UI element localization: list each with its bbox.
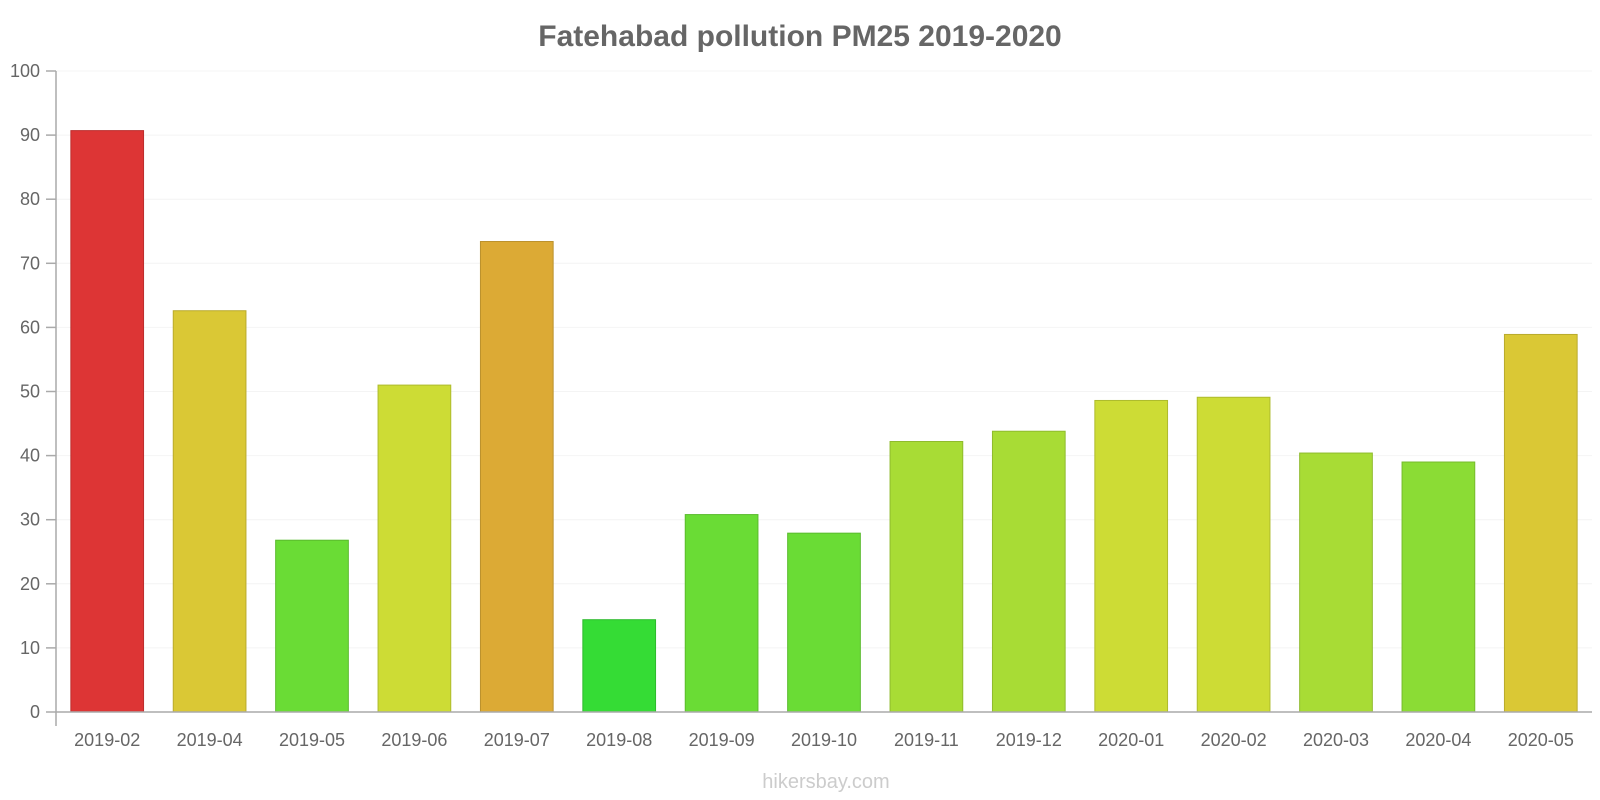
x-tick-label: 2019-05	[279, 730, 345, 750]
x-tick-label: 2019-02	[74, 730, 140, 750]
bar-2019-02[interactable]	[70, 130, 145, 713]
x-tick-label: 2020-05	[1508, 730, 1574, 750]
x-tick-label: 2019-10	[791, 730, 857, 750]
bar-2019-05[interactable]	[275, 539, 349, 713]
y-tick-label: 0	[30, 702, 40, 722]
x-tick-label: 2020-02	[1201, 730, 1267, 750]
bar-2019-08[interactable]	[582, 619, 657, 713]
x-tick-label: 2020-01	[1098, 730, 1164, 750]
x-tick-label: 2020-03	[1303, 730, 1369, 750]
x-axis: 2019-02 2019-04 2019-05 2019-06 2019-07 2019-…	[56, 711, 1592, 750]
y-tick-label: 100	[10, 61, 40, 81]
y-tick-label: 90	[20, 125, 40, 145]
watermark: hikersbay.com	[762, 771, 889, 793]
bar-2020-02[interactable]	[1196, 396, 1271, 713]
bar-2019-11[interactable]	[889, 441, 964, 713]
bar-2019-06[interactable]	[377, 384, 452, 713]
y-tick-label: 30	[20, 510, 40, 530]
y-tick-label: 70	[20, 253, 40, 273]
y-tick-label: 50	[20, 382, 40, 402]
x-tick-label: 2019-06	[381, 730, 447, 750]
x-tick-label: 2019-04	[177, 730, 243, 750]
y-tick-label: 80	[20, 189, 40, 209]
y-axis: 0 10 20 30 40 50 60 70 80 90 100	[10, 61, 57, 726]
bars	[70, 130, 1578, 713]
bar-2019-04[interactable]	[172, 310, 247, 713]
x-tick-label: 2019-08	[586, 730, 652, 750]
bar-2020-04[interactable]	[1401, 461, 1476, 713]
bar-2020-01[interactable]	[1094, 399, 1169, 713]
bar-2020-05[interactable]	[1503, 333, 1578, 713]
bar-2019-12[interactable]	[991, 430, 1066, 713]
y-tick-label: 10	[20, 638, 40, 658]
bar-2019-09[interactable]	[684, 514, 759, 713]
x-tick-label: 2019-07	[484, 730, 550, 750]
y-tick-label: 40	[20, 446, 40, 466]
x-tick-label: 2019-12	[996, 730, 1062, 750]
y-tick-label: 60	[20, 317, 40, 337]
bar-2020-03[interactable]	[1299, 452, 1373, 713]
y-tick-label: 20	[20, 574, 40, 594]
x-tick-label: 2019-09	[689, 730, 755, 750]
bar-2019-07[interactable]	[479, 241, 554, 713]
bar-2019-10[interactable]	[787, 532, 861, 713]
chart-title: Fatehabad pollution PM25 2019-2020	[538, 20, 1062, 53]
x-tick-label: 2020-04	[1405, 730, 1471, 750]
x-tick-label: 2019-11	[894, 730, 959, 750]
